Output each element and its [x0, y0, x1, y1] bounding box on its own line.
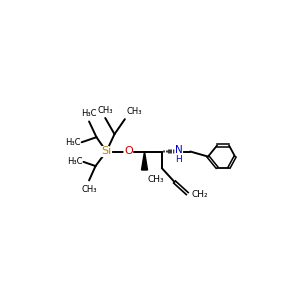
- Polygon shape: [142, 152, 148, 170]
- Text: Si: Si: [101, 146, 112, 157]
- Text: N: N: [175, 145, 183, 155]
- Text: H₃C: H₃C: [81, 109, 97, 118]
- Text: CH₃: CH₃: [126, 107, 142, 116]
- Text: CH₃: CH₃: [81, 185, 97, 194]
- Text: H₃C: H₃C: [67, 158, 83, 166]
- Text: H₃C: H₃C: [65, 138, 80, 147]
- Text: CH₃: CH₃: [147, 175, 164, 184]
- Text: CH₃: CH₃: [98, 106, 113, 115]
- Text: H: H: [175, 154, 182, 164]
- Text: O: O: [124, 146, 133, 157]
- Text: CH₂: CH₂: [192, 190, 208, 199]
